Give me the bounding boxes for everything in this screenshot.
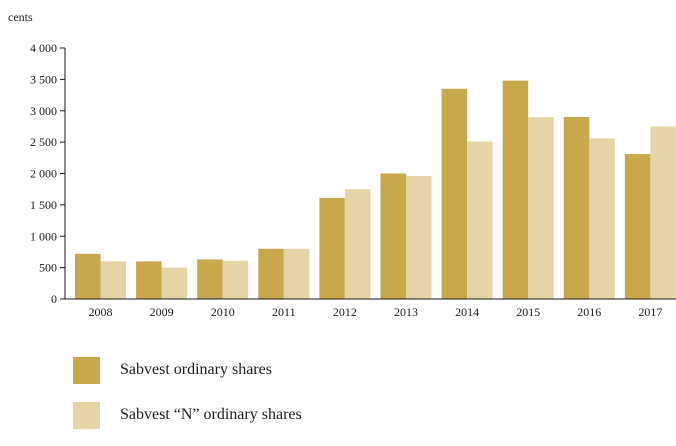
bar-n-ordinary-2016 <box>589 138 615 299</box>
legend-swatch-n-ordinary <box>73 401 100 429</box>
bar-n-ordinary-2014 <box>467 141 493 299</box>
bar-ordinary-2011 <box>258 248 284 299</box>
bar-ordinary-2016 <box>563 117 590 300</box>
x-tick-label: 2010 <box>211 305 235 319</box>
bar-n-ordinary-2015 <box>528 117 554 300</box>
x-axis: 2008 2009 2010 2011 2012 2013 2014 2015 2016 2017 <box>65 298 676 319</box>
legend-label-ordinary: Sabvest ordinary shares <box>120 361 272 378</box>
bar-n-ordinary-2012 <box>344 189 371 299</box>
x-tick-label: 2014 <box>455 305 479 319</box>
x-tick-label: 2008 <box>89 305 113 319</box>
bar-n-ordinary-2017 <box>650 126 676 299</box>
y-tick-label: 1 000 <box>30 229 57 243</box>
x-tick-label: 2017 <box>638 305 662 319</box>
y-tick-label: 3 000 <box>30 104 57 118</box>
bar-n-ordinary-2011 <box>283 248 310 299</box>
bar-n-ordinary-2008 <box>100 261 126 299</box>
x-tick-label: 2012 <box>333 305 357 319</box>
y-tick-label: 1 500 <box>30 198 57 212</box>
bar-n-ordinary-2010 <box>222 260 249 299</box>
bar-ordinary-2012 <box>319 197 345 299</box>
bar-ordinary-2008 <box>75 253 101 299</box>
legend-item-ordinary: Sabvest ordinary shares <box>73 356 302 384</box>
bar-ordinary-2010 <box>197 259 223 299</box>
bar-n-ordinary-2013 <box>406 176 432 299</box>
bars <box>75 80 676 300</box>
y-axis-unit-label: cents <box>8 10 33 24</box>
legend-label-n-ordinary: Sabvest “N” ordinary shares <box>120 406 302 423</box>
bar-chart: cents 0 500 1 000 1 500 2 000 2 500 3 000 3 500… <box>8 10 676 319</box>
y-tick-label: 3 500 <box>30 72 57 86</box>
bar-ordinary-2013 <box>380 173 406 299</box>
x-tick-label: 2013 <box>394 305 418 319</box>
x-tick-label: 2009 <box>150 305 174 319</box>
legend: Sabvest ordinary shares Sabvest “N” ordi… <box>73 356 302 446</box>
y-tick-label: 2 500 <box>30 135 57 149</box>
y-tick-label: 2 000 <box>30 167 57 181</box>
bar-ordinary-2017 <box>624 154 651 299</box>
bar-ordinary-2014 <box>441 88 468 299</box>
x-tick-label: 2016 <box>577 305 601 319</box>
bar-ordinary-2009 <box>136 261 162 299</box>
y-axis: 0 500 1 000 1 500 2 000 2 500 3 000 3 500 4 000 <box>30 41 66 306</box>
legend-swatch-ordinary <box>73 356 100 384</box>
x-tick-label: 2011 <box>272 305 296 319</box>
x-tick-label: 2015 <box>516 305 540 319</box>
y-tick-label: 4 000 <box>30 41 57 55</box>
legend-item-n-ordinary: Sabvest “N” ordinary shares <box>73 401 302 429</box>
y-tick-label: 500 <box>39 261 57 275</box>
bar-n-ordinary-2009 <box>161 267 188 299</box>
y-tick-label: 0 <box>51 292 57 306</box>
bar-ordinary-2015 <box>502 80 529 299</box>
